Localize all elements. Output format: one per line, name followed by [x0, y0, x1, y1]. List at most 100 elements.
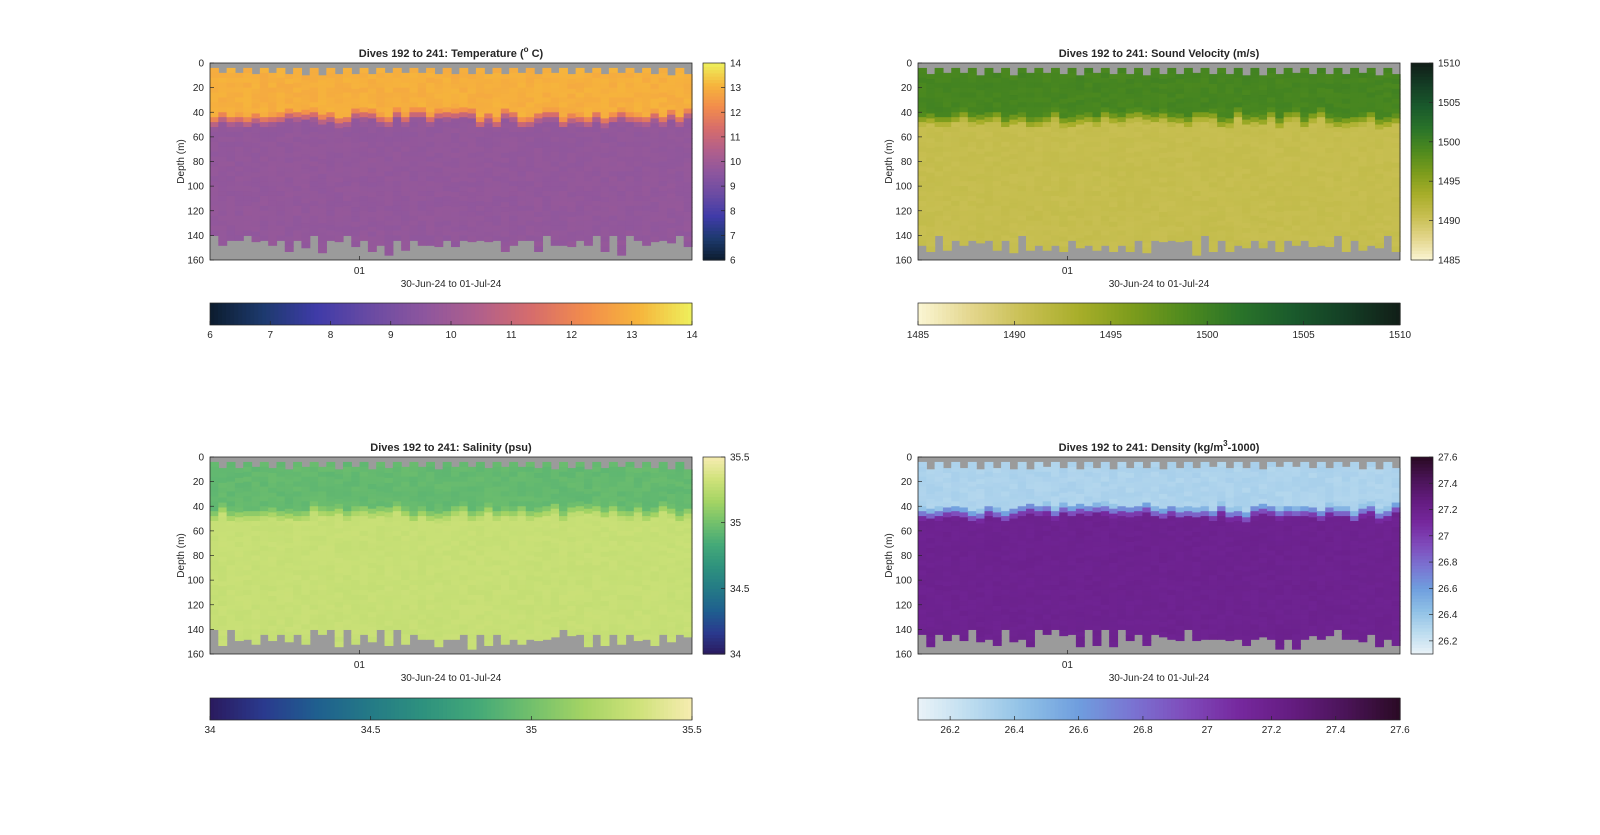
heatmap-cell	[960, 107, 969, 113]
heatmap-cell	[517, 196, 526, 202]
heatmap-cell	[1234, 107, 1243, 113]
heatmap-cell	[285, 246, 294, 252]
heatmap-cell	[426, 176, 435, 182]
heatmap-cell	[276, 462, 285, 468]
heatmap-cell	[1334, 216, 1343, 222]
heatmap-cell	[210, 511, 219, 517]
heatmap-cell	[493, 157, 502, 163]
heatmap-cell	[1242, 159, 1251, 165]
heatmap-cell	[260, 176, 269, 182]
heatmap-cell	[584, 93, 593, 99]
heatmap-cell	[1192, 83, 1201, 89]
heatmap-cell	[684, 153, 693, 159]
heatmap-cell	[1018, 157, 1027, 163]
heatmap-cell	[567, 148, 576, 154]
heatmap-cell	[1043, 157, 1052, 163]
heatmap-cell	[1084, 88, 1093, 94]
colorbar-segment	[978, 303, 983, 325]
heatmap-cell	[650, 222, 659, 228]
heatmap-cell	[227, 541, 236, 547]
heatmap-cell	[318, 134, 327, 140]
heatmap-cell	[1001, 68, 1010, 74]
heatmap-cell	[335, 163, 344, 169]
heatmap-cell	[1383, 112, 1392, 118]
heatmap-cell	[1325, 138, 1334, 144]
heatmap-cell	[227, 230, 236, 236]
heatmap-cell	[1242, 184, 1251, 190]
heatmap-cell	[1292, 137, 1301, 143]
heatmap-cell	[484, 84, 493, 90]
heatmap-cell	[243, 600, 252, 606]
heatmap-cell	[1167, 78, 1176, 84]
heatmap-cell	[268, 73, 277, 79]
heatmap-cell	[1275, 178, 1284, 184]
heatmap-cell	[684, 94, 693, 100]
colorbar-segment	[1047, 303, 1052, 325]
heatmap-cell	[1250, 107, 1259, 113]
heatmap-cell	[1309, 182, 1318, 188]
heatmap-cell	[684, 217, 693, 223]
heatmap-cell	[227, 221, 236, 227]
heatmap-cell	[1159, 153, 1168, 159]
heatmap-cell	[443, 132, 452, 138]
heatmap-cell	[401, 117, 410, 123]
heatmap-cell	[1350, 166, 1359, 172]
heatmap-cell	[1383, 171, 1392, 177]
heatmap-cell	[1309, 232, 1318, 238]
heatmap-cell	[1117, 166, 1126, 172]
heatmap-cell	[1292, 93, 1301, 99]
heatmap-cell	[1217, 122, 1226, 128]
heatmap-cell	[434, 148, 443, 154]
heatmap-cell	[634, 235, 643, 241]
colorbar-segment	[242, 303, 247, 325]
heatmap-cell	[276, 496, 285, 502]
heatmap-cell	[418, 166, 427, 172]
heatmap-cell	[1309, 237, 1318, 243]
heatmap-cell	[260, 157, 269, 163]
heatmap-cell	[551, 240, 560, 246]
heatmap-cell	[684, 237, 693, 243]
heatmap-cell	[426, 88, 435, 94]
heatmap-cell	[1051, 196, 1060, 202]
heatmap-cell	[218, 621, 227, 627]
heatmap-cell	[351, 232, 360, 238]
heatmap-cell	[360, 162, 369, 168]
heatmap-cell	[943, 211, 952, 217]
heatmap-cell	[343, 181, 352, 187]
heatmap-cell	[210, 570, 219, 576]
heatmap-cell	[368, 79, 377, 85]
colorbar-segment	[246, 303, 251, 325]
heatmap-cell	[218, 102, 227, 108]
heatmap-cell	[368, 202, 377, 208]
heatmap-cell	[918, 73, 927, 79]
heatmap-cell	[293, 556, 302, 562]
heatmap-cell	[1325, 178, 1334, 184]
colorbar-segment	[580, 303, 585, 325]
heatmap-cell	[1084, 181, 1093, 187]
heatmap-cell	[210, 462, 219, 468]
heatmap-cell	[360, 181, 369, 187]
heatmap-cell	[276, 221, 285, 227]
heatmap-cell	[1051, 162, 1060, 168]
heatmap-cell	[1309, 197, 1318, 203]
heatmap-cell	[993, 88, 1002, 94]
heatmap-cell	[218, 230, 227, 236]
heatmap-cell	[409, 196, 418, 202]
heatmap-cell	[1325, 74, 1334, 80]
heatmap-cell	[368, 148, 377, 154]
heatmap-cell	[409, 78, 418, 84]
colorbar-segment	[519, 303, 524, 325]
colorbar-segment	[335, 303, 340, 325]
heatmap-cell	[584, 73, 593, 79]
heatmap-cell	[1068, 211, 1077, 217]
heatmap-cell	[443, 112, 452, 118]
heatmap-cell	[268, 557, 277, 563]
heatmap-cell	[426, 206, 435, 212]
heatmap-cell	[343, 162, 352, 168]
heatmap-cell	[976, 100, 985, 106]
heatmap-cell	[542, 211, 551, 217]
heatmap-cell	[1059, 118, 1068, 124]
heatmap-cell	[501, 94, 510, 100]
heatmap-cell	[227, 88, 236, 94]
heatmap-cell	[326, 68, 335, 74]
